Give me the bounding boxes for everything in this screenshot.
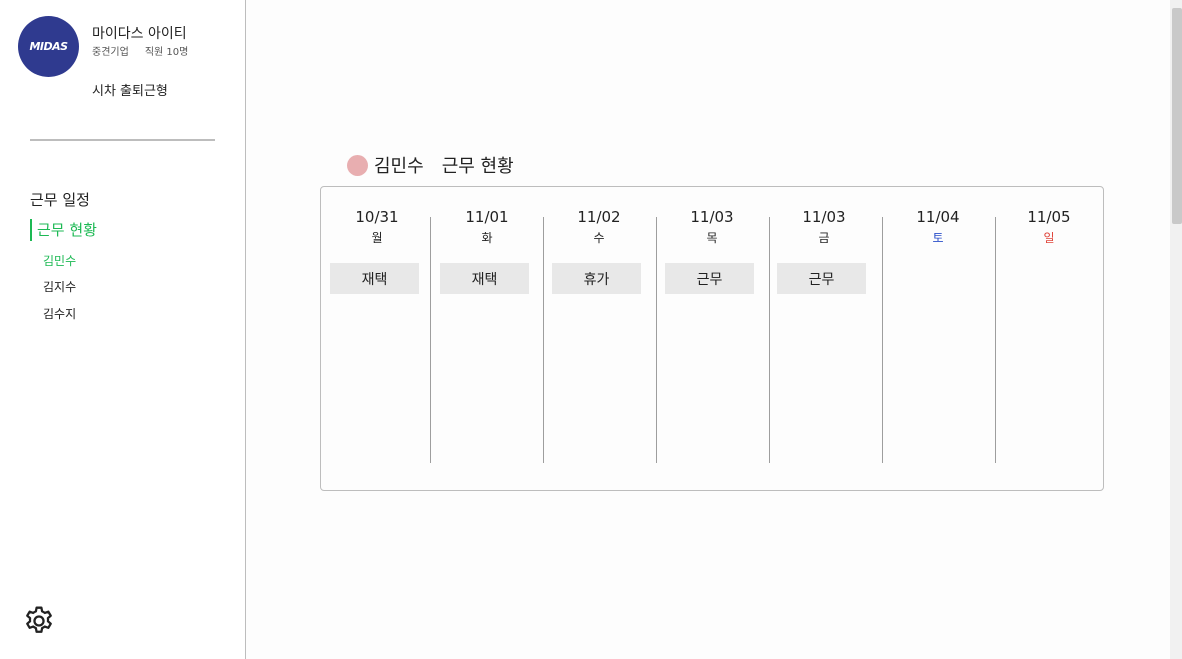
day-weekday: 수 xyxy=(593,231,605,245)
column-divider xyxy=(882,217,883,463)
member-item-1[interactable]: 김민수 xyxy=(43,254,77,268)
company-logo: MIDAS xyxy=(18,16,79,77)
sidebar: MIDAS 마이다스 아이티 중견기업 직원 10명 시차 출퇴근형 근무 일정… xyxy=(0,0,246,659)
company-name: 마이다스 아이티 xyxy=(92,26,187,42)
day-status-badge[interactable]: 재택 xyxy=(440,263,529,294)
day-date: 11/03 xyxy=(802,208,846,226)
company-meta: 중견기업 직원 10명 xyxy=(92,43,188,58)
work-type-label: 시차 출퇴근형 xyxy=(92,84,168,99)
column-divider xyxy=(430,217,431,463)
day-column-7: 11/05 일 xyxy=(993,187,1105,490)
day-status-badge[interactable]: 휴가 xyxy=(552,263,641,294)
day-date: 11/04 xyxy=(916,208,960,226)
company-employees: 직원 10명 xyxy=(144,47,189,58)
column-divider xyxy=(543,217,544,463)
day-column-1: 10/31 월 재택 xyxy=(321,187,433,490)
day-weekday-saturday: 토 xyxy=(932,231,944,245)
day-weekday: 화 xyxy=(481,231,493,245)
day-date: 11/05 xyxy=(1027,208,1071,226)
scrollbar-thumb[interactable] xyxy=(1172,8,1182,224)
day-column-2: 11/01 화 재택 xyxy=(431,187,543,490)
day-date: 10/31 xyxy=(355,208,399,226)
page-title: 김민수 근무 현황 xyxy=(347,152,514,178)
column-divider xyxy=(995,217,996,463)
day-weekday: 목 xyxy=(706,231,718,245)
nav-item-schedule[interactable]: 근무 일정 xyxy=(30,191,90,209)
column-divider xyxy=(769,217,770,463)
day-status-badge[interactable]: 근무 xyxy=(777,263,866,294)
day-weekday: 금 xyxy=(818,231,830,245)
member-item-3[interactable]: 김수지 xyxy=(43,307,77,321)
user-color-dot xyxy=(347,154,368,176)
day-date: 11/03 xyxy=(690,208,734,226)
logo-text: MIDAS xyxy=(29,40,68,53)
day-date: 11/01 xyxy=(465,208,509,226)
day-column-4: 11/03 목 근무 xyxy=(656,187,768,490)
member-item-2[interactable]: 김지수 xyxy=(43,280,77,294)
day-column-3: 11/02 수 휴가 xyxy=(543,187,655,490)
day-weekday-sunday: 일 xyxy=(1043,231,1055,245)
company-category: 중견기업 xyxy=(92,47,129,58)
weekly-calendar: 10/31 월 재택 11/01 화 재택 11/02 수 휴가 11/03 목… xyxy=(320,186,1104,491)
day-status-badge[interactable]: 재택 xyxy=(330,263,419,294)
day-weekday: 월 xyxy=(371,231,383,245)
sidebar-divider xyxy=(30,139,215,141)
column-divider xyxy=(656,217,657,463)
day-date: 11/02 xyxy=(577,208,621,226)
day-status-badge[interactable]: 근무 xyxy=(665,263,754,294)
nav-item-status[interactable]: 근무 현황 xyxy=(30,219,97,241)
gear-icon[interactable] xyxy=(22,604,56,638)
page-title-text: 근무 현황 xyxy=(441,156,514,177)
page-title-name: 김민수 xyxy=(374,156,424,177)
day-column-5: 11/03 금 근무 xyxy=(768,187,880,490)
day-column-6: 11/04 토 xyxy=(882,187,994,490)
